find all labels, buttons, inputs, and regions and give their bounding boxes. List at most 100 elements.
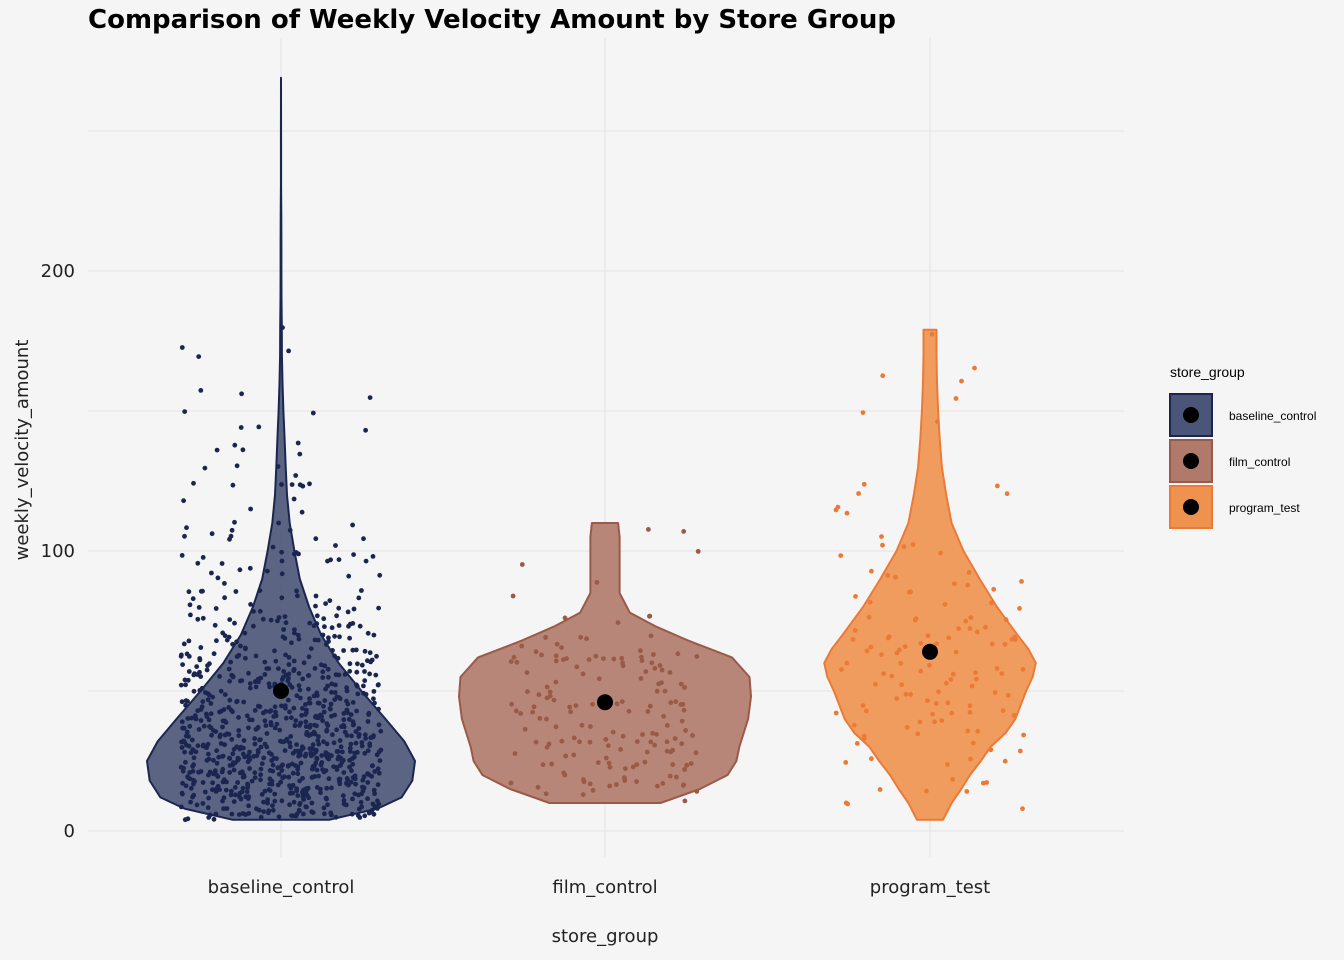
data-point <box>287 790 293 796</box>
data-point <box>198 674 204 679</box>
data-point <box>308 646 314 651</box>
mean-markers <box>273 643 938 711</box>
data-point <box>238 796 244 802</box>
data-point <box>252 775 258 780</box>
data-point <box>260 616 266 622</box>
chart-title: Comparison of Weekly Velocity Amount by … <box>88 5 896 35</box>
data-point <box>949 710 955 716</box>
data-point <box>304 804 309 810</box>
data-point <box>508 780 514 786</box>
data-point <box>213 811 219 817</box>
data-point <box>930 711 935 717</box>
data-point <box>1020 666 1026 672</box>
data-point <box>953 649 959 655</box>
data-point <box>292 630 297 636</box>
data-point <box>181 498 187 504</box>
data-point <box>191 792 197 798</box>
data-point <box>245 785 251 790</box>
data-point <box>236 652 242 658</box>
data-point <box>580 671 586 677</box>
data-point <box>270 762 276 768</box>
data-point <box>559 645 564 650</box>
data-point <box>246 670 251 676</box>
data-point <box>312 666 318 671</box>
data-point <box>345 777 350 783</box>
data-point <box>518 711 524 716</box>
data-point <box>375 682 381 688</box>
data-point <box>688 761 694 766</box>
data-point <box>338 744 344 750</box>
data-point <box>259 792 265 797</box>
data-point <box>309 800 315 806</box>
legend-key-mean-icon <box>1183 499 1199 515</box>
data-point <box>356 595 362 601</box>
data-point <box>326 776 332 782</box>
data-point <box>328 701 334 707</box>
data-point <box>620 733 626 739</box>
data-point <box>341 798 347 803</box>
data-point <box>248 506 254 512</box>
data-point <box>359 588 364 593</box>
data-point <box>657 663 663 668</box>
data-point <box>228 659 234 665</box>
data-point <box>191 781 196 787</box>
data-point <box>863 708 869 714</box>
data-point <box>291 666 297 672</box>
data-point <box>314 756 320 762</box>
data-point <box>310 774 315 780</box>
data-point <box>694 654 700 659</box>
data-point <box>939 718 945 723</box>
data-point <box>693 750 699 756</box>
data-point <box>261 755 267 761</box>
data-point <box>353 647 359 653</box>
data-point <box>350 522 355 528</box>
data-point <box>180 662 186 667</box>
data-point <box>586 657 592 662</box>
data-point <box>295 440 301 446</box>
data-point <box>349 768 354 774</box>
data-point <box>365 630 371 636</box>
data-point <box>934 641 939 646</box>
data-point <box>196 354 202 359</box>
data-point <box>231 799 237 804</box>
data-point <box>266 681 272 687</box>
legend-label: baseline_control <box>1229 409 1316 423</box>
data-point <box>371 811 377 817</box>
data-point <box>365 748 371 754</box>
data-point <box>245 781 250 787</box>
data-point <box>918 641 924 646</box>
data-point <box>915 731 921 737</box>
data-point <box>312 722 317 728</box>
data-point <box>233 589 239 594</box>
data-point <box>618 747 623 752</box>
data-point <box>369 763 375 769</box>
data-point <box>222 692 228 697</box>
data-point <box>340 749 345 755</box>
data-point <box>244 713 250 719</box>
data-point <box>323 795 329 801</box>
data-point <box>352 791 358 797</box>
data-point <box>356 726 362 731</box>
data-point <box>320 767 325 772</box>
data-point <box>684 762 690 768</box>
data-point <box>249 778 255 784</box>
data-point <box>601 656 606 661</box>
data-point <box>333 543 338 548</box>
data-point <box>965 728 971 734</box>
data-point <box>634 739 640 744</box>
data-point <box>240 774 246 780</box>
data-point <box>266 750 272 756</box>
data-point <box>607 764 613 770</box>
data-point <box>192 671 197 677</box>
data-point <box>276 771 282 777</box>
data-point <box>927 662 932 668</box>
y-axis-title: weekly_velocity_amount <box>12 340 33 561</box>
data-point <box>988 747 994 753</box>
data-point <box>315 637 321 643</box>
data-point <box>1002 758 1008 764</box>
data-point <box>350 621 356 626</box>
data-point <box>191 755 197 761</box>
data-point <box>362 813 368 819</box>
data-point <box>681 529 687 534</box>
data-point <box>341 648 346 653</box>
